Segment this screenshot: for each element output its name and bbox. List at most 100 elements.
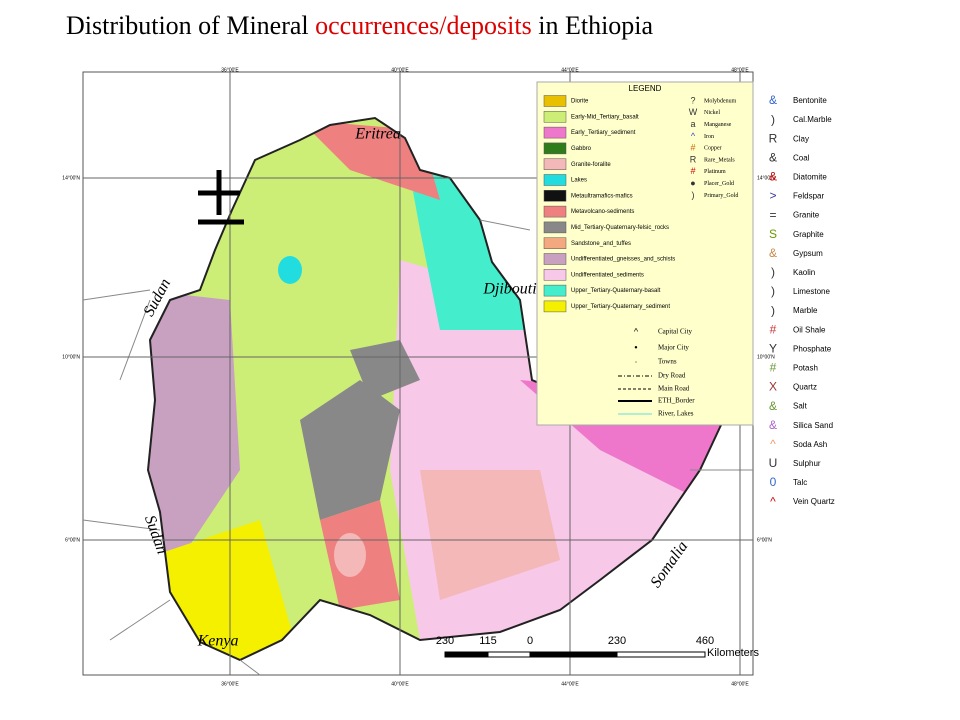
scale-segment: [487, 651, 531, 658]
mineral-label: Vein Quartz: [793, 497, 835, 506]
page-title: Distribution of Mineral occurrences/depo…: [66, 11, 654, 40]
legend-symbol: R: [690, 154, 697, 164]
mineral-symbol: >: [769, 189, 776, 203]
latitude-label: 10°00'N: [62, 354, 80, 360]
legend-swatch: [543, 221, 567, 234]
mineral-label: Soda Ash: [793, 440, 827, 449]
legend-swatch: [543, 269, 567, 281]
mineral-label: Feldspar: [793, 192, 824, 201]
legend-label: Mid_Tertiary-Quaternary-felsic_rocks: [571, 225, 669, 231]
legend-swatch: [543, 158, 567, 170]
legend-box: [536, 81, 754, 426]
longitude-label: 44°00'E: [561, 681, 579, 687]
legend-label: Major City: [658, 344, 689, 352]
legend-symbol: #: [690, 166, 695, 176]
longitude-label: 40°00'E: [391, 67, 409, 73]
north-arrow: [198, 170, 244, 225]
longitude-label: 44°00'E: [561, 67, 579, 73]
legend-label: ETH_Border: [658, 397, 695, 405]
mineral-symbol: ^: [770, 437, 776, 451]
legend-symbol: ^: [634, 326, 639, 336]
mineral-label: Gypsum: [793, 249, 823, 258]
mineral-label: Sulphur: [793, 459, 821, 468]
mineral-label: Limestone: [793, 287, 830, 296]
legend-label: Early-Mid_Tertiary_basalt: [571, 114, 639, 120]
legend-label: Lakes: [571, 178, 587, 184]
mineral-symbol: &: [769, 150, 777, 164]
mineral-symbol: Y: [769, 341, 777, 355]
legend-label: Diorite: [571, 99, 589, 105]
mineral-label: Talc: [793, 478, 807, 487]
mineral-label: Marble: [793, 306, 818, 315]
legend-label: Sandstone_and_tuffes: [571, 241, 631, 247]
country-label: Kenya: [197, 633, 239, 650]
mineral-label: Graphite: [793, 230, 824, 239]
mineral-label: Potash: [793, 364, 818, 373]
mineral-label: Silica Sand: [793, 421, 833, 430]
mineral-symbol: ^: [770, 494, 776, 508]
legend-label: Copper: [704, 146, 722, 152]
title-part: Distribution of Mineral: [66, 11, 309, 40]
legend-label: Early_Tertiary_sediment: [571, 130, 636, 136]
longitude-label: 48°00'E: [731, 681, 749, 687]
mineral-symbol: &: [769, 246, 777, 260]
legend-swatch: [543, 300, 567, 313]
legend-swatch: [543, 111, 567, 123]
scale-unit: Kilometers: [707, 647, 759, 659]
legend-swatch: [543, 126, 567, 139]
legend-swatch: [543, 253, 567, 265]
mineral-label: Kaolin: [793, 268, 815, 277]
latitude-label: 14°00'N: [757, 175, 775, 181]
legend-symbol: ^: [691, 131, 696, 141]
legend-symbol: ?: [690, 95, 695, 105]
mineral-symbol: &: [769, 170, 777, 184]
mineral-label: Cal.Marble: [793, 115, 832, 124]
legend-label: Iron: [704, 134, 714, 140]
longitude-label: 40°00'E: [391, 681, 409, 687]
mineral-symbol: &: [769, 399, 777, 413]
legend-label: Capital City: [658, 328, 693, 336]
legend-swatch: [543, 205, 567, 218]
neighbour-borders: [82, 219, 753, 676]
latitude-label: 6°00'N: [65, 537, 80, 543]
mineral-symbol: =: [769, 208, 776, 222]
legend-label: Platinum: [704, 169, 726, 175]
mineral-label: Clay: [793, 134, 809, 143]
country-label: Eritrea: [354, 126, 401, 143]
legend-symbol: ): [692, 190, 695, 200]
legend-swatch: [543, 95, 567, 107]
scale-label: 230: [608, 635, 626, 647]
legend-label: Metavolcano-sediments: [571, 209, 634, 215]
mineral-symbol: 0: [770, 475, 777, 489]
legend-swatch: [543, 190, 567, 202]
mineral-symbol: X: [769, 380, 777, 394]
legend-swatch: [543, 237, 567, 249]
mineral-label: Diatomite: [793, 173, 827, 182]
legend-symbol: ●: [690, 178, 695, 188]
legend-symbol: •: [634, 342, 637, 352]
legend-symbol: a: [690, 119, 695, 129]
scale-label: 460: [696, 635, 714, 647]
scale-label: 0: [527, 635, 533, 647]
legend-label: Nickel: [704, 110, 720, 116]
legend-label: Dry Road: [658, 372, 686, 380]
scale-label: 115: [479, 635, 497, 647]
mineral-symbol: #: [770, 322, 777, 336]
mineral-label: Phosphate: [793, 344, 832, 353]
legend-label: Manganese: [704, 122, 732, 128]
legend-label: Undifferentiated_gneisses_and_schists: [571, 257, 675, 263]
mineral-label: Salt: [793, 402, 808, 411]
mineral-symbol: &: [769, 418, 777, 432]
legend-label: Rare_Metals: [704, 157, 735, 163]
legend-label: Granite-foralite: [571, 162, 611, 168]
legend-label: River, Lakes: [658, 410, 694, 418]
legend-label: Undifferentiated_sediments: [571, 272, 644, 278]
legend-symbol: #: [690, 143, 695, 153]
scale-segment: [444, 651, 489, 658]
latitude-label: 10°00'N: [757, 354, 775, 360]
title-part: in Ethiopia: [538, 11, 653, 40]
mineral-symbol: S: [769, 227, 777, 241]
mineral-symbol: ): [771, 303, 775, 317]
legend-label: Upper_Tertiary-Quaternary-basalt: [571, 288, 661, 294]
